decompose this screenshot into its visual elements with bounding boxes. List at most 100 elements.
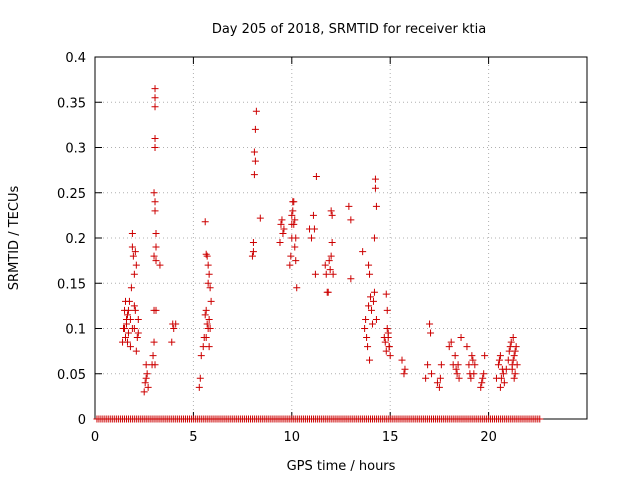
data-point (436, 374, 444, 382)
data-point (347, 216, 355, 224)
x-tick-label: 10 (284, 430, 301, 445)
data-point (502, 365, 510, 373)
data-point (252, 107, 260, 115)
data-point (509, 334, 517, 342)
data-point (359, 248, 367, 256)
data-point (122, 334, 130, 342)
data-point (291, 243, 299, 251)
data-point (133, 334, 141, 342)
data-point (150, 338, 158, 346)
data-point (445, 343, 453, 351)
data-point (149, 352, 157, 360)
data-point (478, 379, 486, 387)
data-point (424, 361, 432, 369)
data-point (131, 306, 139, 314)
data-point (202, 334, 210, 342)
data-point (385, 343, 393, 351)
data-point (291, 216, 299, 224)
data-point (123, 338, 131, 346)
data-point (327, 207, 335, 215)
data-point (122, 315, 130, 323)
data-point (151, 144, 159, 151)
data-point (365, 261, 373, 269)
data-point (124, 306, 132, 314)
y-tick-label: 0.35 (57, 96, 86, 111)
data-points (93, 85, 544, 423)
data-point (292, 234, 300, 242)
data-point (499, 370, 507, 378)
data-point (454, 361, 462, 369)
data-point (469, 356, 477, 364)
data-point (134, 329, 142, 337)
data-point (463, 343, 471, 351)
data-point (156, 261, 164, 269)
data-point (201, 218, 209, 226)
data-point (480, 370, 488, 378)
data-point (362, 315, 370, 323)
data-point (289, 207, 297, 215)
ticks: 0 0.05 0.1 0.15 0.2 0.25 0.3 0.35 0.4 0 5 10 15 20 (57, 51, 587, 445)
data-point (202, 250, 210, 258)
data-point (328, 239, 336, 247)
data-point (124, 329, 132, 337)
data-point (286, 261, 294, 269)
data-point (433, 379, 441, 387)
data-point (121, 325, 129, 332)
data-point (122, 297, 130, 305)
x-tick-label: 20 (480, 430, 497, 445)
data-point (248, 252, 256, 260)
data-point (127, 284, 135, 292)
data-point (381, 338, 389, 346)
data-point (428, 370, 436, 378)
data-point (276, 239, 284, 247)
chart-title: Day 205 of 2018, SRMTID for receiver kti… (212, 22, 486, 37)
data-point (347, 275, 355, 283)
data-point (398, 356, 406, 364)
data-point (455, 374, 463, 382)
data-point (310, 225, 318, 233)
data-point (363, 334, 371, 342)
data-point (130, 302, 138, 310)
data-point (384, 334, 392, 342)
data-point (327, 252, 335, 260)
data-point (468, 352, 476, 360)
data-point (382, 290, 390, 298)
data-point (143, 370, 151, 378)
data-point (324, 288, 332, 296)
data-point (477, 383, 485, 391)
data-point (293, 284, 301, 292)
data-point (123, 311, 131, 319)
data-point (510, 352, 518, 360)
data-point (197, 352, 205, 360)
data-point (368, 320, 376, 328)
data-point (426, 320, 434, 328)
data-point (150, 189, 158, 197)
data-point (467, 374, 475, 382)
data-point (144, 383, 152, 391)
data-point (128, 243, 136, 251)
data-point (471, 361, 479, 369)
data-point (150, 252, 158, 260)
data-point (128, 229, 136, 237)
y-tick-label: 0.2 (65, 232, 86, 247)
data-point (510, 374, 518, 382)
data-point (277, 220, 285, 228)
data-point (479, 374, 487, 382)
baseline-point (536, 415, 544, 423)
data-point (326, 266, 334, 274)
data-point (512, 343, 520, 351)
data-point (204, 261, 212, 269)
data-point (309, 211, 317, 219)
data-point (172, 320, 180, 328)
data-point (250, 171, 258, 179)
data-point (205, 270, 213, 278)
data-point (202, 306, 210, 314)
data-point (427, 329, 435, 337)
data-point (195, 383, 203, 391)
data-point (386, 352, 394, 360)
x-tick-label: 5 (189, 430, 197, 445)
data-point (435, 383, 443, 391)
data-point (366, 356, 374, 364)
data-point (130, 270, 138, 278)
data-point (325, 257, 333, 265)
